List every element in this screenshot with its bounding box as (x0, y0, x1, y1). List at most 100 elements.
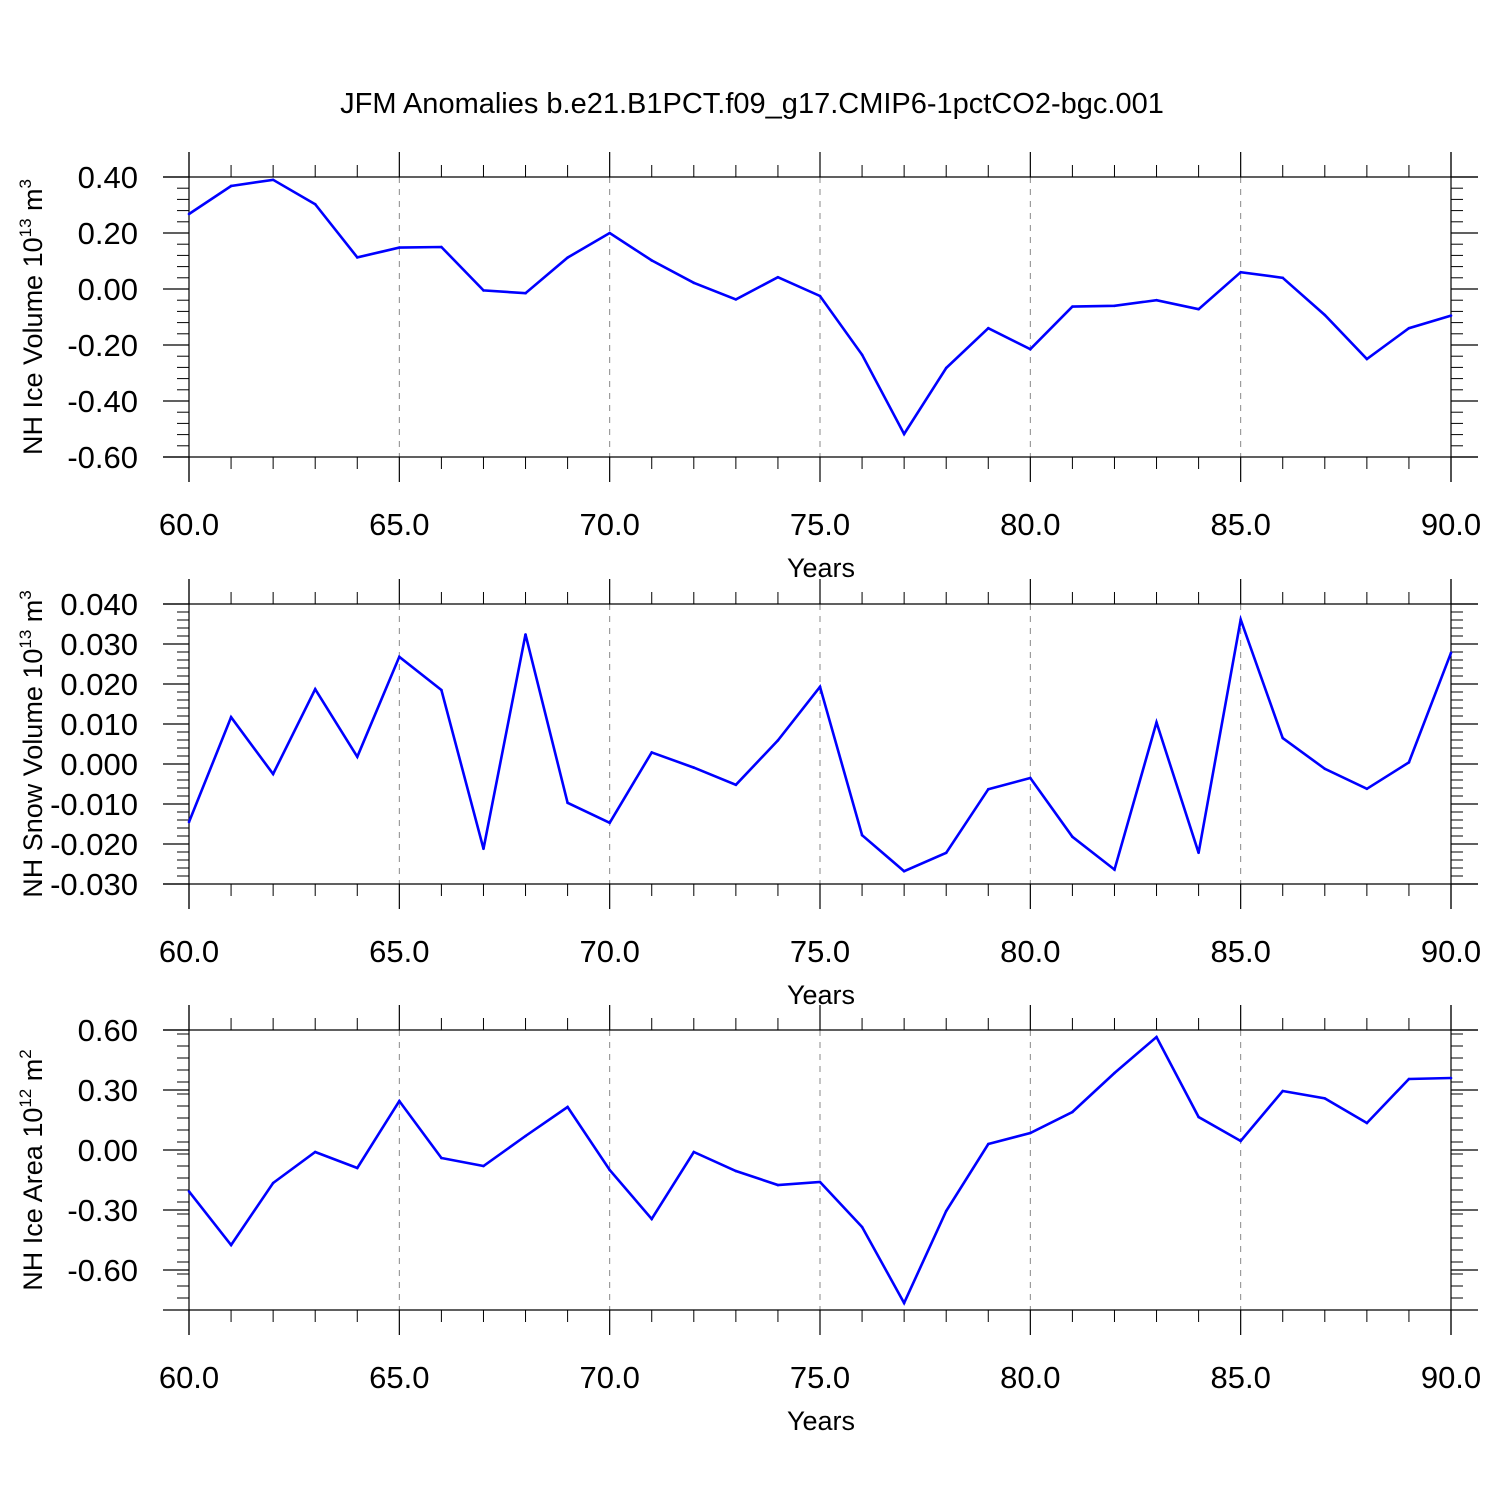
data-point (902, 432, 906, 436)
data-point (1197, 1115, 1200, 1119)
data-point (860, 353, 864, 357)
data-point (776, 1183, 780, 1187)
data-point (398, 1099, 401, 1103)
x-tick-label: 60.0 (159, 507, 219, 542)
data-point (1365, 357, 1369, 361)
data-point (734, 783, 738, 787)
data-point (650, 1217, 654, 1221)
data-point (1281, 276, 1285, 280)
data-point (986, 787, 990, 791)
y-tick-label: 0.00 (78, 1133, 138, 1168)
data-point (355, 755, 359, 759)
data-point (229, 184, 233, 188)
y-axis-label: NH Ice Area 1012 m2 (16, 1049, 48, 1290)
y-tick-label: -0.60 (67, 440, 138, 475)
data-point (1113, 1071, 1116, 1075)
y-tick-label: -0.40 (67, 384, 138, 419)
data-point (1407, 1077, 1411, 1081)
chart-panel-3: -0.60 -0.30 0.00 0.30 0.60 60.0 65.0 70.0 75.0 80… (16, 1005, 1481, 1436)
data-point (313, 202, 317, 206)
data-point (482, 1164, 485, 1168)
y-tick-label: -0.60 (67, 1253, 138, 1288)
x-tick-label: 80.0 (1000, 507, 1060, 542)
data-point (608, 1168, 611, 1172)
data-point (187, 212, 191, 216)
data-point (524, 1134, 527, 1138)
chart-panel-2: -0.030 -0.020 -0.010 0.000 0.010 0.020 0.030 0.… (16, 579, 1481, 1010)
data-point (271, 772, 275, 776)
data-point (229, 715, 233, 719)
data-point (566, 801, 569, 805)
data-point (1407, 326, 1411, 330)
data-point (692, 1150, 696, 1154)
data-point (1365, 787, 1369, 791)
data-point (1197, 851, 1200, 855)
y-tick-label: 0.30 (78, 1073, 138, 1108)
data-point (229, 1243, 233, 1247)
x-tick-label: 75.0 (790, 1360, 850, 1395)
data-point (1029, 1131, 1032, 1135)
y-tick-label: -0.020 (50, 827, 138, 862)
data-point (271, 178, 275, 182)
x-tick-label: 80.0 (1000, 1360, 1060, 1395)
x-tick-label: 65.0 (369, 507, 429, 542)
y-tick-label: -0.30 (67, 1193, 138, 1228)
data-point (734, 298, 738, 301)
data-point (650, 751, 654, 754)
figure-title: JFM Anomalies b.e21.B1PCT.f09_g17.CMIP6-… (340, 88, 1164, 120)
data-point (398, 246, 401, 249)
x-axis-label: Years (787, 980, 855, 1010)
data-point (398, 655, 401, 659)
data-point (1449, 1076, 1453, 1080)
x-tick-label: 65.0 (369, 934, 429, 969)
data-point (944, 851, 948, 855)
y-tick-label: 0.020 (60, 667, 138, 702)
data-point (734, 1169, 738, 1173)
data-point (440, 688, 443, 692)
data-point (944, 366, 948, 370)
data-point (1323, 1097, 1327, 1100)
x-tick-label: 90.0 (1421, 1360, 1481, 1395)
data-point (986, 1142, 990, 1146)
y-tick-label: 0.00 (78, 272, 138, 307)
y-tick-label: 0.20 (78, 216, 138, 251)
y-tick-label: 0.000 (60, 747, 138, 782)
data-point (1155, 721, 1158, 724)
data-point (566, 256, 569, 259)
data-point (1365, 1121, 1369, 1125)
data-point (1449, 651, 1453, 655)
data-point (1071, 1110, 1074, 1114)
data-point (524, 291, 527, 295)
x-tick-label: 75.0 (790, 934, 850, 969)
y-tick-label: 0.010 (60, 707, 138, 742)
data-point (860, 1225, 864, 1229)
data-point (692, 281, 696, 285)
data-point (818, 294, 822, 298)
data-point (187, 1190, 191, 1193)
data-point (1071, 305, 1074, 308)
data-point (355, 256, 359, 259)
data-point (1281, 1089, 1285, 1093)
x-tick-label: 85.0 (1210, 1360, 1270, 1395)
y-tick-label: -0.20 (67, 328, 138, 363)
data-point (776, 275, 780, 279)
x-axis-label: Years (787, 1406, 855, 1436)
y-tick-label: -0.010 (50, 787, 138, 822)
data-point (1071, 835, 1074, 839)
y-tick-label: 0.40 (78, 160, 138, 195)
data-point (1197, 307, 1200, 311)
x-tick-label: 80.0 (1000, 934, 1060, 969)
data-point (1029, 347, 1032, 351)
data-point (482, 289, 485, 292)
y-tick-label: 0.60 (78, 1013, 138, 1048)
data-point (776, 739, 780, 742)
data-point (608, 821, 611, 825)
x-tick-label: 90.0 (1421, 507, 1481, 542)
y-axis-label: NH Snow Volume 1013 m3 (16, 590, 48, 898)
x-tick-label: 60.0 (159, 934, 219, 969)
data-point (1113, 304, 1116, 308)
data-point (440, 1156, 443, 1160)
y-axis-label: NH Ice Volume 1013 m3 (16, 179, 48, 455)
x-tick-label: 65.0 (369, 1360, 429, 1395)
